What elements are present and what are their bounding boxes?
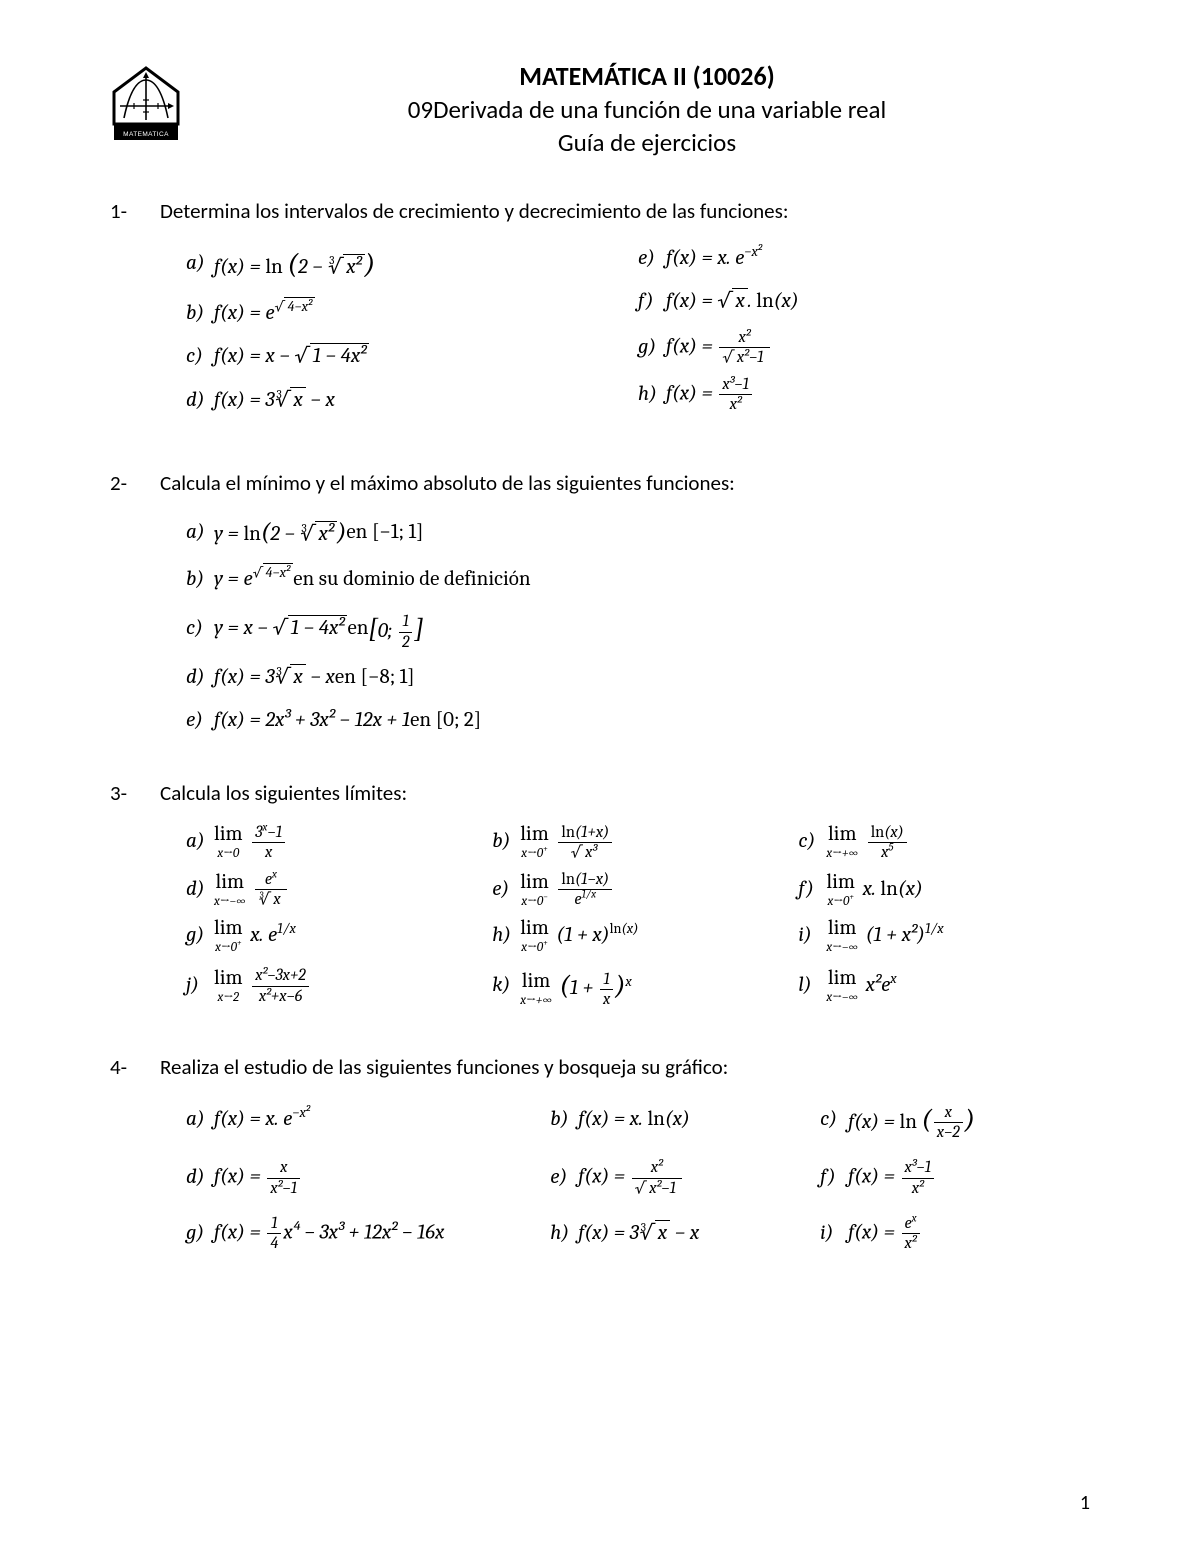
title-sub2: Guía de ejercicios — [204, 126, 1090, 160]
q1-e-expr: f(x) = x. e−x² — [666, 242, 762, 276]
q2-e-expr: f(x) = 2x³ + 3x² − 12x + 1 — [214, 704, 410, 738]
q2-num: 2- — [110, 468, 140, 500]
question-4: 4- Realiza el estudio de las siguientes … — [110, 1052, 1090, 1262]
q3-item-d: d) limx→−∞ ex3√x — [186, 871, 492, 908]
q2-c-domain-pre: en — [347, 612, 368, 646]
question-3: 3- Calcula los siguientes límites: a) li… — [110, 778, 1090, 1012]
q3-text: Calcula los siguientes límites: — [160, 778, 1090, 810]
title-block: MATEMÁTICA II (10026) 09Derivada de una … — [204, 60, 1090, 160]
q4-f-expr: f(x) = x³−1x² — [848, 1159, 936, 1196]
q4-text: Realiza el estudio de las siguientes fun… — [160, 1052, 1090, 1084]
q2-b-domain: en su dominio de definición — [293, 563, 530, 597]
q1-d-expr: f(x) = 33√x − x — [214, 384, 335, 418]
q4-item-g: g) f(x) = 14x⁴ − 3x³ + 12x² − 16x — [186, 1215, 550, 1252]
q3-g-expr: limx→0+ x. e1/x — [214, 918, 296, 954]
q2-a-domain: en [−1; 1] — [346, 516, 423, 550]
q3-b-expr: limx→0+ ln(1+x)√x³ — [520, 824, 614, 861]
q1-item-a: a) f(x) = ln (2 − 3√x²) — [186, 242, 638, 287]
q3-item-h: h) limx→0+ (1 + x)ln(x) — [492, 918, 798, 954]
q3-num: 3- — [110, 778, 140, 810]
q3-item-l: l) limx→−∞ x²ex — [798, 964, 1090, 1008]
logo-icon: MATEMATICA — [110, 64, 182, 142]
q3-e-expr: limx→0− ln(1−x)e1/x — [520, 871, 614, 908]
q1-b-expr: f(x) = e√4−x² — [214, 297, 315, 331]
q2-item-e: e) f(x) = 2x³ + 3x² − 12x + 1 en [0; 2] — [186, 704, 1090, 738]
q4-g-expr: f(x) = 14x⁴ − 3x³ + 12x² − 16x — [214, 1215, 444, 1252]
q3-item-k: k) limx→+∞ (1 + 1x)x — [492, 964, 798, 1008]
q1-h-expr: f(x) = x³−1x² — [666, 376, 754, 413]
q3-a-expr: limx→0 3x−1x — [214, 824, 287, 861]
q3-item-f: f) limx→0+ x. ln(x) — [798, 871, 1090, 908]
q2-b-expr: y = e√4−x² — [214, 563, 293, 597]
q3-h-expr: limx→0+ (1 + x)ln(x) — [520, 918, 638, 954]
q3-l-expr: limx→−∞ x²ex — [826, 968, 896, 1004]
q3-item-j: j) limx→2 x²−3x+2x²+x−6 — [186, 964, 492, 1008]
q3-f-expr: limx→0+ x. ln(x) — [826, 872, 922, 908]
q4-a-expr: f(x) = x. e−x² — [214, 1103, 310, 1137]
page: MATEMATICA MATEMÁTICA II (10026) 09Deriv… — [0, 0, 1200, 1553]
q2-item-a: a) y = ln(2 − 3√x²) en [−1; 1] — [186, 513, 1090, 553]
q4-item-h: h) f(x) = 33√x − x — [550, 1215, 820, 1252]
question-2: 2- Calcula el mínimo y el máximo absolut… — [110, 468, 1090, 738]
q3-item-i: i) limx→−∞ (1 + x²)1/x — [798, 918, 1090, 954]
q2-text: Calcula el mínimo y el máximo absoluto d… — [160, 468, 1090, 500]
q4-c-expr: f(x) = ln (xx−2) — [848, 1098, 975, 1142]
q2-d-expr: f(x) = 33√x − x — [214, 661, 335, 695]
q4-num: 4- — [110, 1052, 140, 1084]
q1-item-f: f) f(x) = √x. ln(x) — [638, 285, 1090, 319]
q1-text: Determina los intervalos de crecimiento … — [160, 196, 1090, 228]
q1-item-e: e) f(x) = x. e−x² — [638, 242, 1090, 276]
q2-item-c: c) y = x − √1 − 4x² en [0; 12] — [186, 607, 1090, 651]
page-number: 1 — [1080, 1491, 1090, 1515]
q4-h-expr: f(x) = 33√x − x — [578, 1217, 699, 1251]
q1-num: 1- — [110, 196, 140, 228]
q3-item-b: b) limx→0+ ln(1+x)√x³ — [492, 824, 798, 861]
q2-d-domain: en [−8; 1] — [335, 661, 415, 695]
q4-item-b: b) f(x) = x. ln(x) — [550, 1098, 820, 1142]
q1-item-c: c) f(x) = x − √1 − 4x² — [186, 340, 638, 374]
q2-c-expr: y = x − √1 − 4x² — [214, 612, 347, 646]
q2-c-interval: [0; 12] — [368, 607, 423, 651]
question-1: 1- Determina los intervalos de crecimien… — [110, 196, 1090, 428]
q1-a-expr: f(x) = ln (2 − 3√x²) — [214, 242, 375, 287]
q3-item-g: g) limx→0+ x. e1/x — [186, 918, 492, 954]
q1-item-b: b) f(x) = e√4−x² — [186, 297, 638, 331]
q4-b-expr: f(x) = x. ln(x) — [578, 1103, 690, 1137]
q2-a-expr: y = ln(2 − 3√x²) — [214, 513, 346, 553]
q1-item-h: h) f(x) = x³−1x² — [638, 376, 1090, 413]
q2-e-domain: en [0; 2] — [410, 704, 481, 738]
logo-label: MATEMATICA — [123, 131, 169, 138]
q3-item-c: c) limx→+∞ ln(x)x5 — [798, 824, 1090, 861]
q2-item-b: b) y = e√4−x² en su dominio de definició… — [186, 563, 1090, 597]
q3-i-expr: limx→−∞ (1 + x²)1/x — [826, 918, 943, 954]
q3-d-expr: limx→−∞ ex3√x — [214, 871, 289, 908]
q1-f-expr: f(x) = √x. ln(x) — [666, 285, 799, 319]
q3-item-e: e) limx→0− ln(1−x)e1/x — [492, 871, 798, 908]
title-main: MATEMÁTICA II (10026) — [204, 60, 1090, 93]
q3-j-expr: limx→2 x²−3x+2x²+x−6 — [214, 967, 311, 1004]
q1-item-d: d) f(x) = 33√x − x — [186, 384, 638, 418]
q4-item-a: a) f(x) = x. e−x² — [186, 1098, 550, 1142]
q3-c-expr: limx→+∞ ln(x)x5 — [826, 824, 908, 861]
header: MATEMATICA MATEMÁTICA II (10026) 09Deriv… — [110, 60, 1090, 160]
q1-c-expr: f(x) = x − √1 − 4x² — [214, 340, 369, 374]
q4-item-i: i) f(x) = exx² — [820, 1215, 1090, 1252]
q1-item-g: g) f(x) = x²√x²−1 — [638, 329, 1090, 366]
q4-item-c: c) f(x) = ln (xx−2) — [820, 1098, 1090, 1142]
q4-e-expr: f(x) = x²√x²−1 — [578, 1159, 684, 1196]
q4-d-expr: f(x) = xx²−1 — [214, 1159, 302, 1196]
q2-item-d: d) f(x) = 33√x − x en [−8; 1] — [186, 661, 1090, 695]
q4-i-expr: f(x) = exx² — [848, 1215, 921, 1252]
q3-k-expr: limx→+∞ (1 + 1x)x — [520, 964, 632, 1008]
title-sub1: 09Derivada de una función de una variabl… — [204, 93, 1090, 127]
q4-item-d: d) f(x) = xx²−1 — [186, 1159, 550, 1196]
q4-item-e: e) f(x) = x²√x²−1 — [550, 1159, 820, 1196]
q3-item-a: a) limx→0 3x−1x — [186, 824, 492, 861]
q1-g-expr: f(x) = x²√x²−1 — [666, 329, 772, 366]
q4-item-f: f) f(x) = x³−1x² — [820, 1159, 1090, 1196]
